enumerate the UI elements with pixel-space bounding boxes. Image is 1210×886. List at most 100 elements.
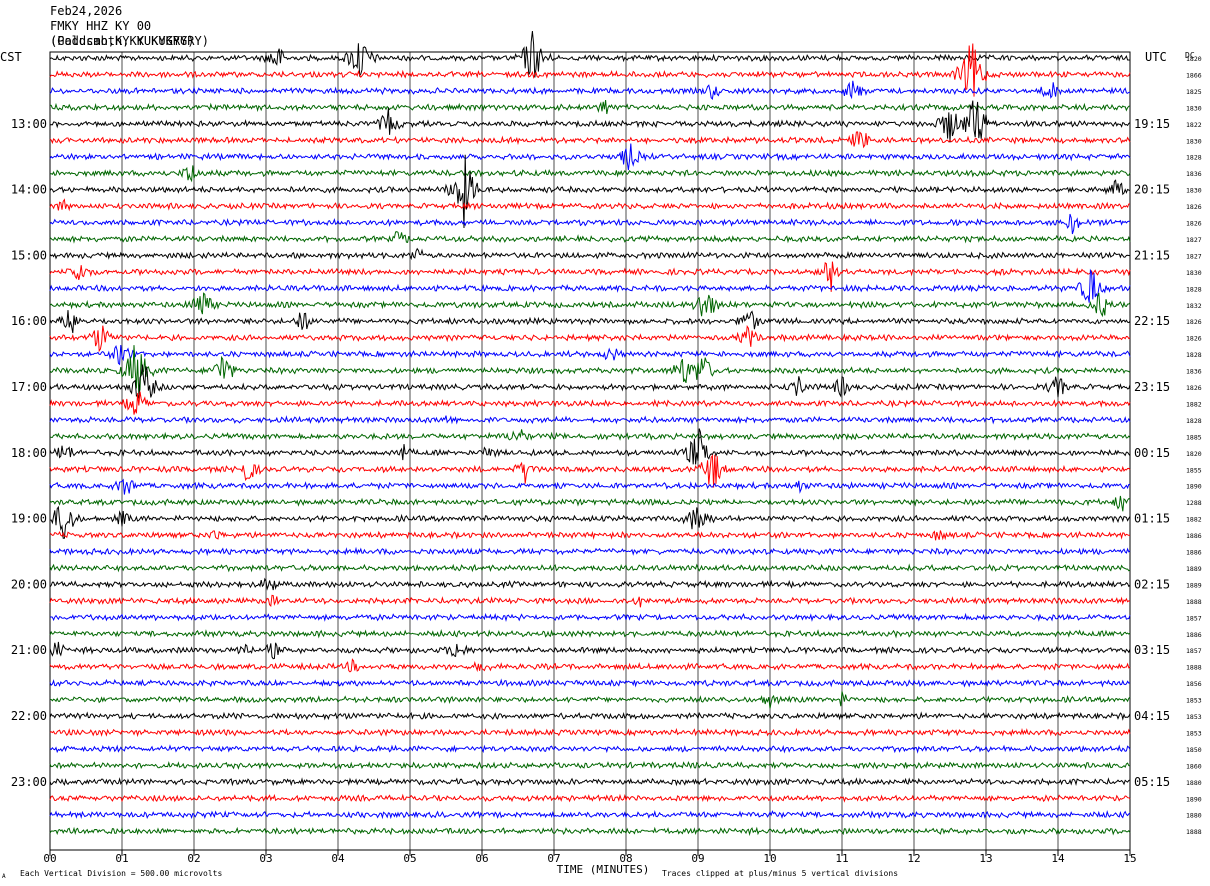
x-tick-label: 12: [907, 852, 920, 865]
seismic-trace-4: [49, 100, 1131, 143]
hour-label-cst: 20:00: [11, 577, 47, 591]
hour-label-cst: 23:00: [11, 775, 47, 789]
seismic-trace-20: [49, 364, 1131, 400]
header-station: FMKY HHZ KY 00: [50, 19, 152, 33]
header-location-a: (Goldsmoth,KY KUKYGRY): [50, 34, 209, 48]
hour-label-utc: 02:15: [1134, 577, 1170, 591]
x-tick-label: 01: [115, 852, 128, 865]
seismic-trace-37: [49, 658, 1131, 673]
seismic-trace-38: [49, 678, 1131, 688]
seismic-trace-16: [49, 310, 1131, 334]
hour-label-utc: 22:15: [1134, 314, 1170, 328]
dc-offset-label: 1830: [1186, 269, 1202, 277]
dc-offset-label: 1825: [1186, 88, 1202, 96]
header-date: Feb24,2026: [50, 4, 123, 18]
dc-offset-label: 1828: [1186, 285, 1202, 293]
dc-offset-label: 1820: [1186, 55, 1202, 63]
dc-offset-label: 1826: [1186, 220, 1202, 228]
dc-offset-label: 1820: [1186, 450, 1202, 458]
dc-offset-label: 1886: [1186, 549, 1202, 557]
hour-label-cst: 21:00: [11, 643, 47, 657]
seismic-trace-23: [49, 429, 1131, 441]
seismic-trace-32: [49, 577, 1131, 591]
hour-label-utc: 05:15: [1134, 775, 1170, 789]
x-tick-label: 10: [763, 852, 776, 865]
dc-offset-label: 1857: [1186, 614, 1202, 622]
hour-label-cst: 22:00: [11, 709, 47, 723]
seismic-trace-8: [49, 154, 1131, 229]
x-tick-label: 06: [475, 852, 488, 865]
seismic-trace-44: [49, 777, 1131, 787]
seismic-trace-41: [49, 727, 1131, 738]
x-tick-label: 05: [403, 852, 416, 865]
left-axis-label: CST: [0, 50, 22, 64]
hour-label-cst: 19:00: [11, 512, 47, 526]
dc-offset-label: 1853: [1186, 713, 1202, 721]
seismic-trace-6: [49, 143, 1131, 171]
seismic-trace-14: [49, 268, 1131, 303]
dc-offset-label: 1888: [1186, 828, 1202, 836]
x-tick-label: 09: [691, 852, 704, 865]
plot-axes: 00 01 02 03 04 05 06 07 08 09 10 11 12 13 14 15 13:00 14:…: [11, 55, 1202, 865]
seismic-trace-19: [49, 345, 1131, 394]
seismic-trace-35: [49, 628, 1131, 639]
x-axis-title: TIME (MINUTES): [557, 863, 650, 876]
right-axis-label: UTC: [1145, 50, 1167, 64]
dc-offset-label: 1853: [1186, 729, 1202, 737]
dc-offset-label: 1826: [1186, 335, 1202, 343]
x-tick-label: 14: [1051, 852, 1065, 865]
dc-offset-label: 1850: [1186, 746, 1202, 754]
seismic-trace-25: [49, 454, 1131, 488]
dc-offset-label: 1890: [1186, 795, 1202, 803]
hour-label-utc: 19:15: [1134, 117, 1170, 131]
hour-label-utc: 00:15: [1134, 446, 1170, 460]
seismic-trace-3: [49, 100, 1131, 115]
x-tick-label: 00: [43, 852, 56, 865]
dc-offset-label: 1826: [1186, 384, 1202, 392]
dc-offset-label: 1886: [1186, 631, 1202, 639]
seismic-trace-34: [49, 612, 1131, 622]
seismic-trace-21: [49, 391, 1131, 415]
clip-note: Traces clipped at plus/minus 5 vertical …: [662, 869, 898, 878]
dc-offset-label: 1866: [1186, 71, 1202, 79]
seismic-trace-15: [49, 292, 1131, 318]
seismic-trace-29: [49, 530, 1131, 541]
hour-label-cst: 13:00: [11, 117, 47, 131]
dc-offset-label: 1889: [1186, 581, 1202, 589]
dc-offset-label: 1885: [1186, 433, 1202, 441]
hour-label-cst: 18:00: [11, 446, 47, 460]
x-tick-label: 03: [259, 852, 272, 865]
dc-offset-label: 1830: [1186, 104, 1202, 112]
seismic-trace-28: [49, 505, 1131, 539]
dc-offset-label: 1827: [1186, 236, 1202, 244]
seismic-trace-43: [49, 760, 1131, 770]
seismic-trace-22: [49, 415, 1131, 425]
hour-label-cst: 16:00: [11, 314, 47, 328]
dc-offset-label: 1889: [1186, 565, 1202, 573]
hour-label-utc: 21:15: [1134, 248, 1170, 262]
seismic-trace-45: [49, 793, 1131, 803]
seismic-trace-40: [49, 711, 1131, 721]
dc-column-label: DC: [1185, 51, 1195, 60]
x-tick-label: 02: [187, 852, 200, 865]
x-tick-label: 13: [979, 852, 992, 865]
scale-note: Each Vertical Division = 500.00 microvol…: [20, 869, 222, 878]
seismic-trace-13: [49, 261, 1131, 292]
dc-offset-label: 1880: [1186, 812, 1202, 820]
dc-offset-label: 1836: [1186, 368, 1202, 376]
hour-label-cst: 14:00: [11, 183, 47, 197]
seismic-trace-26: [49, 478, 1131, 495]
dc-offset-label: 1886: [1186, 532, 1202, 540]
dc-offset-label: 1827: [1186, 252, 1202, 260]
hour-label-cst: 15:00: [11, 248, 47, 262]
seismic-trace-46: [49, 809, 1131, 820]
dc-offset-label: 1822: [1186, 121, 1202, 129]
seismic-trace-47: [49, 826, 1131, 837]
dc-offset-label: 1832: [1186, 302, 1202, 310]
hour-label-utc: 23:15: [1134, 380, 1170, 394]
seismic-trace-7: [49, 165, 1131, 183]
dc-offset-label: 1890: [1186, 483, 1202, 491]
seismic-trace-39: [49, 691, 1131, 709]
hour-label-utc: 04:15: [1134, 709, 1170, 723]
